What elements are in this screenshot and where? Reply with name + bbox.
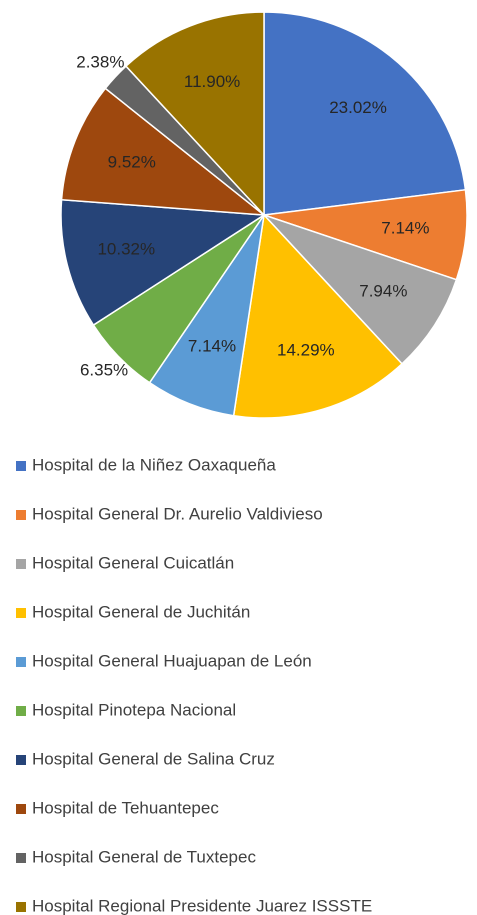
legend-label: Hospital General de Tuxtepec (32, 847, 256, 866)
pie-slice (263, 214, 458, 365)
data-label: 7.14% (188, 337, 236, 356)
legend-label: Hospital Regional Presidente Juarez ISSS… (32, 896, 372, 915)
legend-label: Hospital General de Juchitán (32, 602, 250, 621)
legend-swatch (16, 902, 26, 912)
data-label: 7.14% (381, 219, 429, 238)
legend-label: Hospital de Tehuantepec (32, 798, 219, 817)
legend-label: Hospital General de Salina Cruz (32, 749, 275, 768)
legend-swatch (16, 755, 26, 765)
legend-label: Hospital de la Niñez Oaxaqueña (32, 455, 276, 474)
legend-label: Hospital General Cuicatlán (32, 553, 234, 572)
pie-slice (232, 213, 404, 419)
data-label: 7.94% (359, 282, 407, 301)
legend-swatch (16, 461, 26, 471)
legend-swatch (16, 706, 26, 716)
legend-label: Hospital General Dr. Aurelio Valdivieso (32, 504, 323, 523)
data-label: 6.35% (80, 360, 128, 379)
legend-swatch (16, 510, 26, 520)
data-label: 14.29% (277, 340, 335, 359)
pie-slice (60, 198, 267, 327)
legend-swatch (16, 804, 26, 814)
data-label: 23.02% (329, 98, 387, 117)
legend-label: Hospital Pinotepa Nacional (32, 700, 236, 719)
data-label: 10.32% (97, 239, 155, 258)
legend-swatch (16, 657, 26, 667)
legend-swatch (16, 559, 26, 569)
legend-label: Hospital General Huajuapan de León (32, 651, 312, 670)
data-label: 11.90% (184, 72, 240, 91)
pie-slice (60, 87, 267, 216)
legend-swatch (16, 608, 26, 618)
legend-swatch (16, 853, 26, 863)
data-label: 2.38% (76, 53, 124, 72)
data-label: 9.52% (108, 153, 156, 172)
pie-slice (263, 11, 467, 216)
pie-slice (124, 11, 265, 217)
